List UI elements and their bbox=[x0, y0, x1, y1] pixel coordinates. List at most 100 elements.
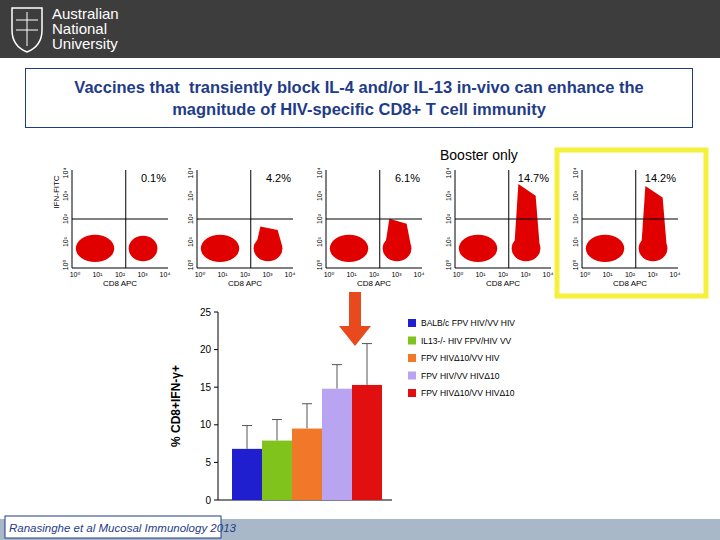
dot-tick: 10³ bbox=[262, 271, 273, 278]
crest-detail bbox=[16, 12, 38, 46]
dot-tick: 10¹ bbox=[602, 271, 613, 278]
gate-percent: 14.7% bbox=[518, 172, 549, 184]
legend-swatch bbox=[408, 319, 416, 327]
arrow bbox=[339, 292, 371, 346]
legend-swatch bbox=[408, 372, 416, 380]
dot-tick: 10⁰ bbox=[453, 271, 464, 278]
legend-label: FPV HIV/VV HIVΔ10 bbox=[421, 371, 500, 381]
bar bbox=[352, 385, 382, 500]
dot-tick: 10⁰ bbox=[580, 271, 591, 278]
legend-label: FPV HIVΔ10/VV HIVΔ10 bbox=[421, 388, 515, 398]
y-tick-label: 0 bbox=[205, 495, 211, 506]
dot-tick: 10² bbox=[187, 213, 194, 224]
gate-percent: 6.1% bbox=[395, 172, 420, 184]
dot-tick: 10⁴ bbox=[414, 271, 425, 278]
dot-tick: 10² bbox=[369, 271, 380, 278]
error-bar bbox=[277, 420, 278, 441]
positive-tail bbox=[515, 184, 540, 244]
dot-tick: 10² bbox=[572, 213, 579, 224]
error-cap bbox=[272, 419, 282, 420]
dot-tick: 10⁰ bbox=[62, 260, 69, 271]
dot-tick: 10² bbox=[316, 213, 323, 224]
gate-percent: 0.1% bbox=[141, 172, 166, 184]
dot-plot: 6.1%10⁰10⁰10¹10¹10²10²10³10³10⁴10⁴CD8 AP… bbox=[316, 168, 424, 288]
slide: AustralianNationalUniversityBooster only… bbox=[0, 0, 720, 540]
y-tick bbox=[214, 312, 218, 313]
gate-line bbox=[197, 219, 293, 220]
dot-tick: 10⁰ bbox=[70, 271, 81, 278]
highlight-box bbox=[557, 150, 706, 296]
dot-tick: 10⁴ bbox=[670, 271, 681, 278]
dot-tick: 10³ bbox=[647, 271, 658, 278]
gate-percent: 14.2% bbox=[645, 172, 676, 184]
y-tick-label: 5 bbox=[205, 457, 211, 468]
logo-crest bbox=[12, 8, 42, 52]
dot-tick: 10³ bbox=[62, 190, 69, 201]
dot-tick: 10⁴ bbox=[62, 168, 69, 179]
dot-x-label: CD8 APC bbox=[228, 279, 262, 288]
dot-plot: 0.1%10⁰10⁰10¹10¹10²10²10³10³10⁴10⁴CD8 AP… bbox=[52, 168, 170, 288]
dot-tick: 10¹ bbox=[62, 236, 69, 247]
dot-tick: 10² bbox=[62, 213, 69, 224]
dot-tick: 10³ bbox=[520, 271, 531, 278]
y-axis-label: % CD8+IFN-γ+ bbox=[169, 365, 183, 447]
dot-tick: 10¹ bbox=[346, 271, 357, 278]
dot-tick: 10⁰ bbox=[572, 260, 579, 271]
dot-x-label: CD8 APC bbox=[357, 279, 391, 288]
dot-x-label: CD8 APC bbox=[486, 279, 520, 288]
legend-swatch bbox=[408, 337, 416, 345]
dot-tick: 10⁰ bbox=[324, 271, 335, 278]
dot-tick: 10⁰ bbox=[187, 260, 194, 271]
y-tick bbox=[214, 387, 218, 388]
legend-swatch bbox=[408, 354, 416, 362]
header-band bbox=[0, 0, 720, 58]
crest-outline bbox=[12, 8, 42, 52]
dot-axis bbox=[72, 268, 168, 269]
bar bbox=[322, 389, 352, 500]
slide-title: Vaccines that transiently block IL-4 and… bbox=[25, 68, 693, 128]
dot-tick: 10¹ bbox=[475, 271, 486, 278]
dot-axis bbox=[197, 268, 293, 269]
dot-tick: 10⁴ bbox=[572, 168, 579, 179]
logo-text: University bbox=[52, 35, 118, 52]
error-bar bbox=[367, 344, 368, 385]
dot-tick: 10³ bbox=[572, 190, 579, 201]
positive-tail bbox=[386, 219, 411, 244]
dot-tick: 10⁴ bbox=[445, 168, 452, 179]
dot-tick: 10⁰ bbox=[445, 260, 452, 271]
positive-tail bbox=[132, 243, 157, 244]
dot-tick: 10² bbox=[625, 271, 636, 278]
dot-tick: 10⁴ bbox=[543, 271, 554, 278]
dot-tick: 10⁴ bbox=[285, 271, 296, 278]
legend-swatch bbox=[408, 389, 416, 397]
legend-label: BALB/c FPV HIV/VV HIV bbox=[421, 318, 515, 328]
dot-plot: 4.2%10⁰10⁰10¹10¹10²10²10³10³10⁴10⁴CD8 AP… bbox=[187, 168, 295, 288]
error-cap bbox=[332, 364, 342, 365]
dot-plot: 14.7% 10⁰10⁰ 10¹ 10¹ 10² 10² 10³ 10³ 10⁴ 10⁴ CD8 A… bbox=[445, 168, 553, 288]
citation: Ranasinghe et al Mucosal Immunology 2013 bbox=[9, 522, 237, 534]
y-tick bbox=[214, 424, 218, 425]
dot-axis bbox=[326, 268, 422, 269]
y-tick bbox=[214, 462, 218, 463]
dot-tick: 10³ bbox=[391, 271, 402, 278]
dot-tick: 10² bbox=[498, 271, 509, 278]
gate-line bbox=[326, 219, 422, 220]
cell-cloud bbox=[129, 236, 158, 261]
dot-tick: 10¹ bbox=[316, 236, 323, 247]
gate-line bbox=[455, 219, 551, 220]
dot-y-label: IFN-FITC bbox=[52, 175, 61, 209]
dot-tick: 10¹ bbox=[92, 271, 103, 278]
cell-cloud bbox=[330, 235, 368, 262]
error-bar bbox=[247, 426, 248, 449]
dot-tick: 10² bbox=[445, 213, 452, 224]
dot-tick: 10⁰ bbox=[316, 260, 323, 271]
dot-tick: 10³ bbox=[187, 190, 194, 201]
dot-tick: 10³ bbox=[445, 190, 452, 201]
y-tick-label: 25 bbox=[200, 307, 212, 318]
cell-cloud bbox=[586, 235, 624, 262]
dot-tick: 10¹ bbox=[445, 236, 452, 247]
y-axis bbox=[218, 312, 219, 500]
dot-tick: 10³ bbox=[316, 190, 323, 201]
bars bbox=[232, 344, 382, 500]
cell-cloud bbox=[76, 235, 114, 262]
